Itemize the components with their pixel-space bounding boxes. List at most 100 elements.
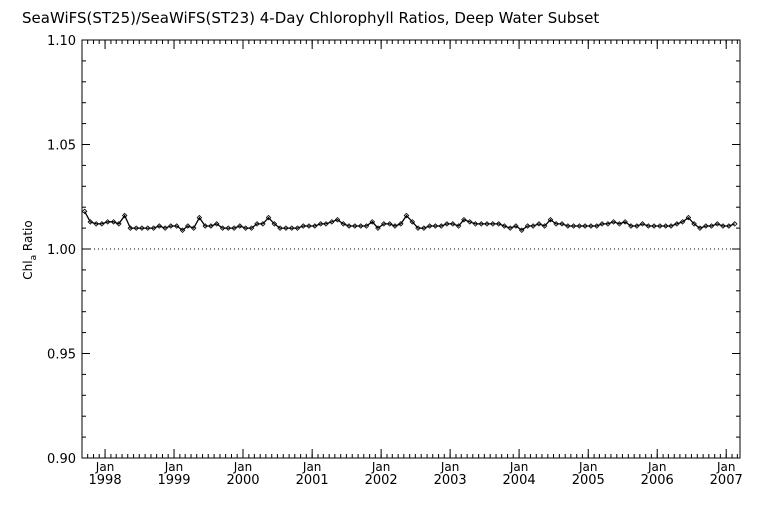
data-point	[254, 221, 260, 227]
x-tick-month-label: Jan	[164, 460, 184, 474]
data-point	[668, 223, 674, 229]
series-layer	[81, 208, 738, 233]
data-point	[294, 225, 301, 231]
data-point	[352, 223, 358, 229]
data-point	[116, 221, 122, 227]
data-point	[306, 223, 312, 229]
data-point	[426, 223, 433, 229]
data-point	[599, 221, 605, 227]
data-point	[99, 221, 105, 227]
data-point	[283, 225, 289, 231]
data-point	[242, 225, 249, 231]
data-point	[133, 225, 140, 231]
data-point	[674, 221, 680, 227]
x-tick-year-label: 2006	[641, 473, 674, 488]
data-point	[421, 225, 427, 231]
data-point	[518, 227, 525, 233]
data-point	[323, 221, 329, 227]
x-tick-year-label: 2001	[296, 473, 329, 488]
data-point	[714, 221, 721, 227]
data-point	[369, 219, 376, 225]
data-point	[334, 216, 341, 223]
data-point	[559, 221, 565, 227]
x-tick-month-label: Jan	[302, 460, 322, 474]
data-point	[81, 208, 88, 215]
data-point	[179, 227, 186, 233]
data-point	[386, 221, 393, 227]
data-point	[248, 225, 255, 231]
data-point	[150, 225, 157, 231]
data-point	[121, 212, 128, 219]
data-point	[87, 219, 94, 225]
data-point	[576, 223, 583, 229]
x-tick-year-label: 1999	[157, 473, 190, 488]
data-point	[300, 223, 307, 229]
data-point	[679, 219, 686, 225]
data-point	[616, 221, 623, 227]
data-point	[381, 221, 387, 227]
data-point	[720, 223, 726, 229]
data-point	[622, 219, 628, 225]
data-point	[162, 225, 168, 231]
data-point	[340, 221, 347, 227]
data-point	[237, 223, 243, 229]
data-point	[260, 221, 266, 227]
data-point	[403, 212, 410, 219]
data-point	[472, 221, 479, 227]
x-tick-month-label: Jan	[578, 460, 598, 474]
y-axis-label-suffix: Ratio	[21, 220, 35, 255]
data-point	[484, 221, 490, 227]
x-tick-month-label: Jan	[509, 460, 529, 474]
x-tick-month-label: Jan	[716, 460, 736, 474]
data-point	[392, 223, 398, 229]
data-point	[219, 225, 226, 231]
data-point	[225, 225, 232, 231]
data-point	[582, 223, 588, 229]
data-point	[317, 221, 324, 227]
data-point	[357, 223, 364, 229]
data-point	[536, 221, 542, 227]
data-point	[173, 223, 180, 229]
data-point	[541, 223, 548, 229]
data-point	[605, 221, 611, 227]
x-tick-month-label: Jan	[95, 460, 115, 474]
data-point	[144, 225, 151, 231]
data-point	[398, 221, 404, 227]
x-tick-year-label: 2005	[572, 473, 605, 488]
data-point	[329, 219, 335, 225]
data-point	[662, 223, 669, 229]
data-point	[703, 223, 709, 229]
data-point	[628, 223, 634, 229]
data-point	[478, 221, 485, 227]
data-point	[346, 223, 352, 229]
data-point	[657, 223, 663, 229]
data-point	[432, 223, 439, 229]
y-axis-label: Chla Ratio	[21, 220, 39, 279]
y-tick-label: 1.05	[47, 139, 76, 154]
x-tick-month-label: Jan	[440, 460, 460, 474]
data-point	[110, 219, 117, 225]
data-point	[547, 216, 554, 223]
data-point	[708, 223, 715, 229]
data-point	[363, 223, 370, 229]
x-tick-year-label: 2002	[365, 473, 398, 488]
y-axis-label-main: Chl	[21, 260, 35, 279]
data-point	[196, 214, 203, 221]
y-axis-label-subscript: a	[29, 255, 39, 261]
x-tick-month-label: Jan	[371, 460, 391, 474]
data-point	[610, 219, 617, 225]
data-point	[185, 223, 191, 229]
data-point	[634, 223, 640, 229]
data-point	[697, 225, 703, 231]
data-point	[495, 221, 502, 227]
data-point	[312, 223, 318, 229]
data-point	[691, 221, 697, 227]
data-point	[409, 219, 416, 225]
data-point	[731, 221, 738, 227]
data-point	[639, 221, 646, 227]
y-tick-label: 1.10	[47, 34, 76, 49]
data-point	[490, 221, 496, 227]
data-point	[651, 223, 657, 229]
x-tick-year-label: 2000	[226, 473, 259, 488]
data-point	[645, 223, 652, 229]
